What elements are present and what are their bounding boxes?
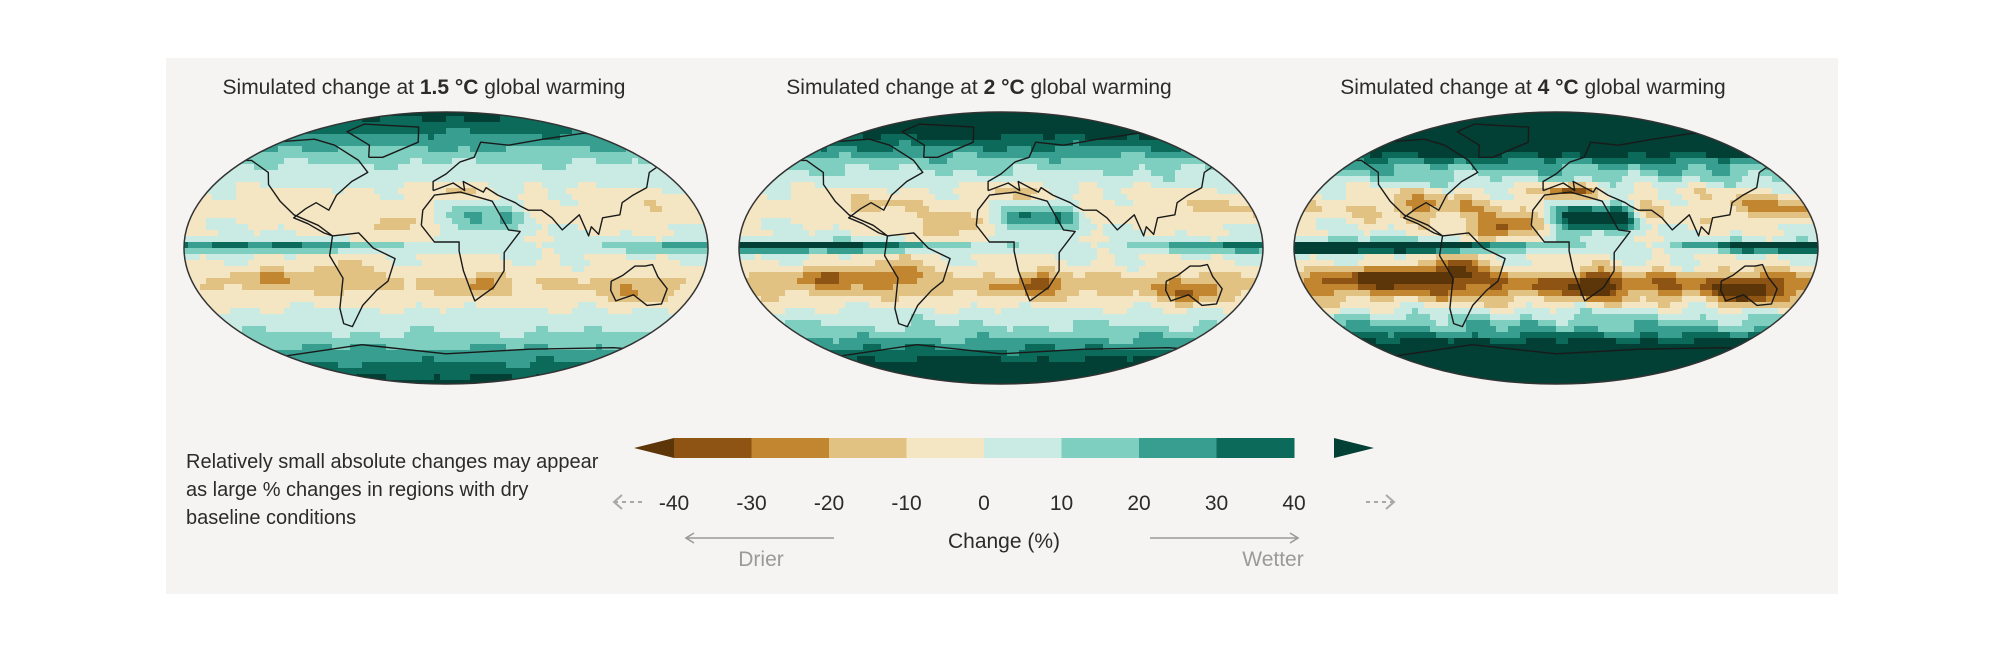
colorbar-axis-label: Change (%) xyxy=(947,530,1061,553)
colorbar-tick-label: 40 xyxy=(1282,492,1306,515)
baseline-note: Relatively small absolute changes may ap… xyxy=(186,451,599,529)
wetter-arrow xyxy=(1150,532,1300,544)
map-2 xyxy=(738,111,1264,385)
map-title-2: Simulated change at 2 °C global warming xyxy=(769,76,1189,100)
colorbar-tick-label: 10 xyxy=(1049,492,1074,515)
coastlines xyxy=(1306,123,1808,358)
map-title-2-suffix: global warming xyxy=(1024,76,1172,99)
map-outline xyxy=(1293,111,1819,385)
colorbar-cell xyxy=(1061,438,1140,458)
colorbar xyxy=(612,438,1396,544)
colorbar-cell xyxy=(1139,438,1217,458)
map-title-3: Simulated change at 4 °C global warming xyxy=(1323,76,1743,100)
map-title-1-level: 1.5 °C xyxy=(419,76,479,99)
map-title-1-suffix: global warming xyxy=(478,76,626,99)
map-title-3-prefix: Simulated change at xyxy=(1340,76,1538,99)
colorbar-high-arrow xyxy=(1334,438,1374,458)
drier-arrow xyxy=(684,532,834,544)
colorbar-tick-label: 20 xyxy=(1127,492,1151,515)
dashed-right-arrow xyxy=(1366,494,1396,510)
colorbar-cell xyxy=(751,438,830,458)
dashed-left-arrow xyxy=(612,494,642,510)
map-title-1-prefix: Simulated change at xyxy=(222,76,420,99)
colorbar-cell xyxy=(674,438,752,458)
colorbar-cell xyxy=(1216,438,1295,458)
map-title-2-prefix: Simulated change at xyxy=(786,76,984,99)
map-outline xyxy=(183,111,709,385)
colorbar-cell xyxy=(829,438,907,458)
figure-panel: Simulated change at 1.5 °C global warmin… xyxy=(166,58,1838,594)
map-title-3-suffix: global warming xyxy=(1578,76,1726,99)
wetter-label: Wetter xyxy=(1242,548,1304,571)
colorbar-tick-label: 30 xyxy=(1204,492,1229,515)
colorbar-tick-label: 0 xyxy=(978,492,990,515)
colorbar-cell xyxy=(984,438,1062,458)
map-3 xyxy=(1293,111,1819,385)
colorbar-cell xyxy=(906,438,985,458)
map-1 xyxy=(183,111,709,385)
colorbar-low-arrow xyxy=(634,438,674,458)
map-title-3-level: 4 °C xyxy=(1537,76,1579,99)
map-title-2-level: 2 °C xyxy=(983,76,1025,99)
colorbar-tick-label: -40 xyxy=(658,492,690,515)
colorbar-tick-label: -10 xyxy=(891,492,922,515)
colorbar-tick-label: -20 xyxy=(813,492,845,515)
map-title-1: Simulated change at 1.5 °C global warmin… xyxy=(214,76,634,100)
map-outline xyxy=(738,111,1264,385)
colorbar-tick-label: -30 xyxy=(736,492,767,515)
drier-label: Drier xyxy=(738,548,784,571)
